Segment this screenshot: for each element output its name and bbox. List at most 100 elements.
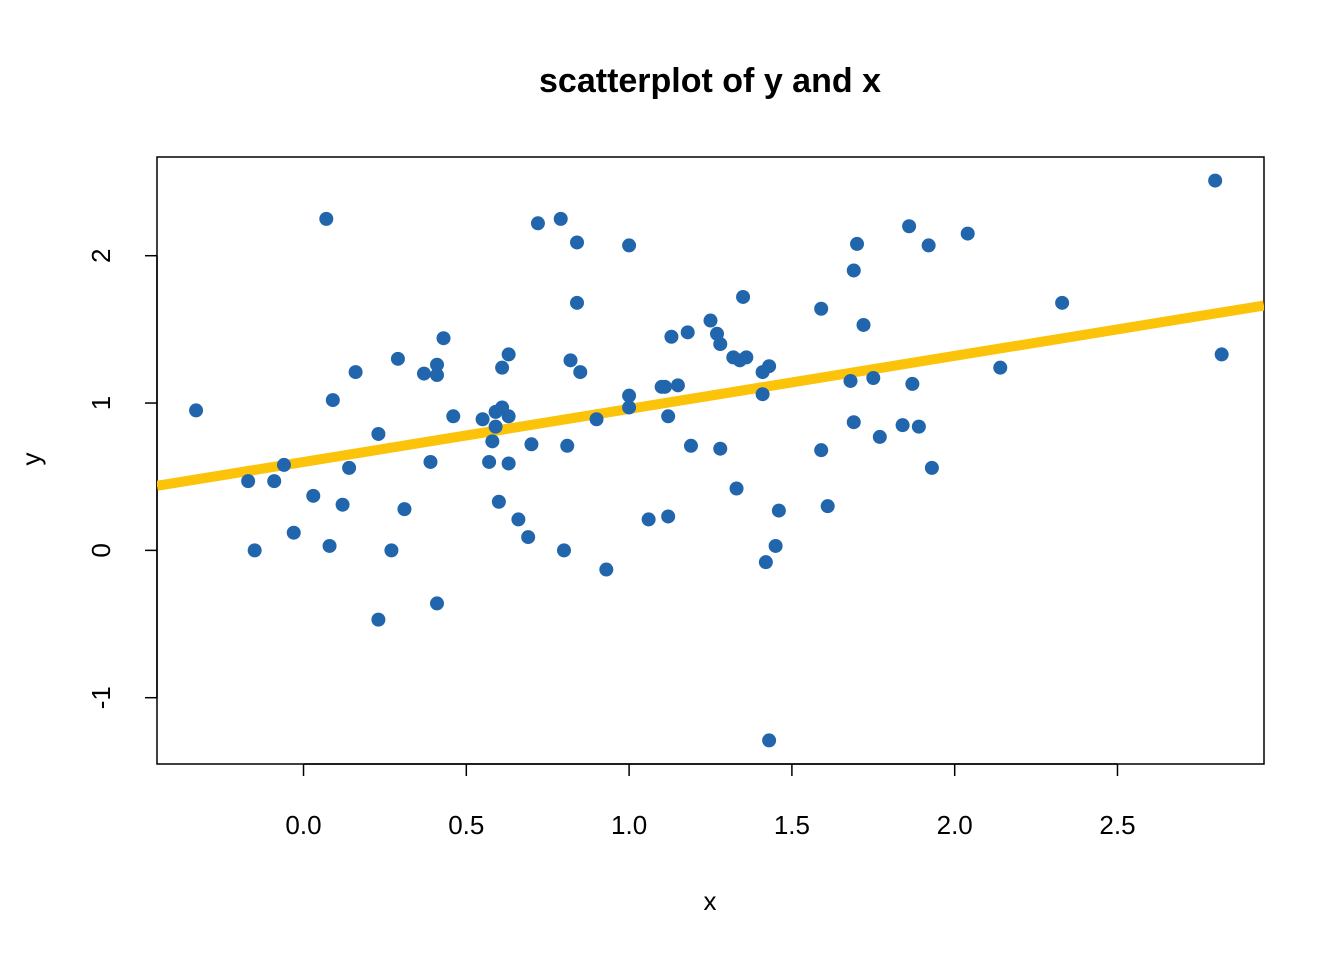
data-point bbox=[589, 412, 604, 427]
data-point bbox=[664, 329, 679, 344]
data-point bbox=[902, 219, 917, 234]
data-point bbox=[1214, 347, 1229, 362]
data-point bbox=[622, 238, 637, 253]
data-point bbox=[1208, 173, 1223, 188]
x-tick-label: 2.0 bbox=[937, 810, 973, 840]
y-axis-label: y bbox=[16, 453, 46, 466]
data-point bbox=[755, 387, 770, 402]
data-point bbox=[570, 235, 585, 250]
data-point bbox=[771, 503, 786, 518]
data-point bbox=[846, 263, 861, 278]
data-point bbox=[436, 331, 451, 346]
data-point bbox=[641, 512, 656, 527]
data-point bbox=[430, 357, 445, 372]
data-point bbox=[397, 502, 412, 517]
data-point bbox=[814, 443, 829, 458]
data-point bbox=[530, 216, 545, 231]
data-point bbox=[713, 337, 728, 352]
data-point bbox=[501, 409, 516, 424]
data-point bbox=[680, 325, 695, 340]
data-point bbox=[524, 437, 539, 452]
data-point bbox=[622, 388, 637, 403]
data-point bbox=[599, 562, 614, 577]
data-point bbox=[276, 457, 291, 472]
x-tick-label: 0.0 bbox=[285, 810, 321, 840]
data-point bbox=[491, 494, 506, 509]
data-point bbox=[657, 379, 672, 394]
data-point bbox=[371, 426, 386, 441]
data-point bbox=[703, 313, 718, 328]
data-point bbox=[661, 409, 676, 424]
data-point bbox=[446, 409, 461, 424]
data-point bbox=[430, 596, 445, 611]
data-point bbox=[488, 419, 503, 434]
data-point bbox=[683, 438, 698, 453]
data-point bbox=[348, 365, 363, 380]
data-point bbox=[267, 474, 282, 489]
data-point bbox=[475, 412, 490, 427]
data-point bbox=[758, 555, 773, 570]
data-point bbox=[670, 378, 685, 393]
data-point bbox=[416, 366, 431, 381]
data-point bbox=[325, 393, 340, 408]
data-point bbox=[814, 301, 829, 316]
data-point bbox=[189, 403, 204, 418]
data-point bbox=[371, 612, 386, 627]
data-point bbox=[335, 497, 350, 512]
data-point bbox=[911, 419, 926, 434]
data-point bbox=[319, 211, 334, 226]
data-point bbox=[556, 543, 571, 558]
data-point bbox=[306, 488, 321, 503]
data-point bbox=[286, 525, 301, 540]
regression-line-group bbox=[157, 300, 1264, 491]
data-point bbox=[739, 350, 754, 365]
data-point bbox=[768, 538, 783, 553]
data-point bbox=[573, 365, 588, 380]
data-point bbox=[713, 441, 728, 456]
scatter-points bbox=[189, 173, 1229, 748]
data-point bbox=[511, 512, 526, 527]
data-point bbox=[762, 733, 777, 748]
data-point bbox=[570, 295, 585, 310]
data-point bbox=[485, 434, 500, 449]
x-axis: 0.0 0.5 1.0 1.5 2.0 2.5 bbox=[285, 763, 1136, 840]
regression-line bbox=[157, 300, 1264, 491]
y-axis: -1 0 1 2 bbox=[86, 248, 158, 709]
y-tick-label: -1 bbox=[86, 686, 116, 709]
data-point bbox=[322, 538, 337, 553]
x-tick-label: 2.5 bbox=[1099, 810, 1135, 840]
data-point bbox=[241, 474, 256, 489]
x-tick-label: 1.0 bbox=[611, 810, 647, 840]
data-point bbox=[501, 456, 516, 471]
x-axis-label: x bbox=[704, 886, 717, 916]
data-point bbox=[924, 460, 939, 475]
data-point bbox=[960, 226, 975, 241]
data-point bbox=[850, 236, 865, 251]
data-point bbox=[495, 360, 510, 375]
data-point bbox=[390, 351, 405, 366]
data-point bbox=[501, 347, 516, 362]
y-tick-label: 0 bbox=[86, 543, 116, 557]
data-point bbox=[846, 415, 861, 430]
data-point bbox=[563, 353, 578, 368]
data-point bbox=[553, 211, 568, 226]
data-point bbox=[843, 373, 858, 388]
data-point bbox=[430, 368, 445, 383]
data-point bbox=[905, 376, 920, 391]
data-point bbox=[993, 360, 1008, 375]
data-point bbox=[729, 481, 744, 496]
y-tick-label: 1 bbox=[86, 396, 116, 410]
data-point bbox=[820, 499, 835, 514]
data-point bbox=[736, 289, 751, 304]
data-point bbox=[342, 460, 357, 475]
data-point bbox=[423, 454, 438, 469]
data-point bbox=[560, 438, 575, 453]
data-point bbox=[762, 359, 777, 374]
data-point bbox=[895, 418, 910, 433]
data-point bbox=[921, 238, 936, 253]
x-tick-label: 0.5 bbox=[448, 810, 484, 840]
data-point bbox=[1055, 295, 1070, 310]
data-point bbox=[482, 454, 497, 469]
